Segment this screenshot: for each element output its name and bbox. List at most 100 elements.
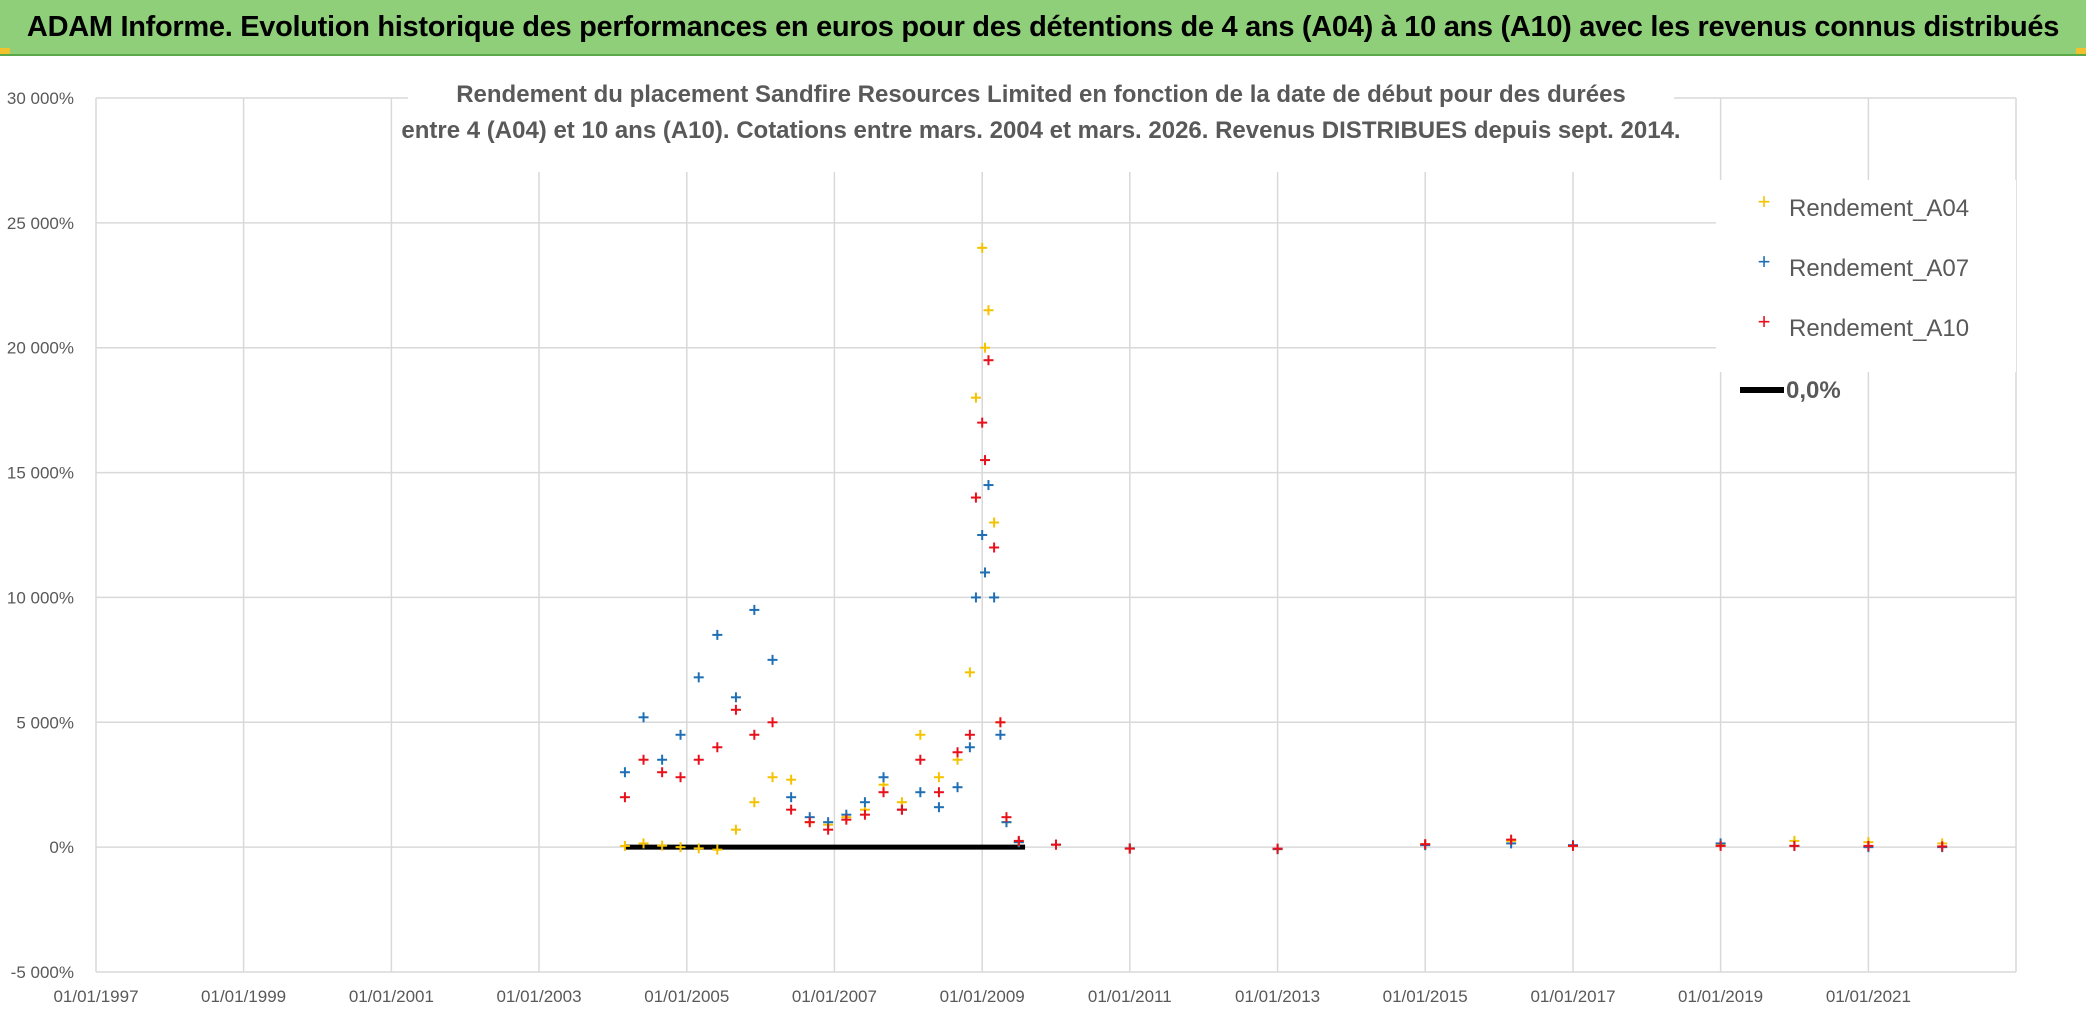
- data-point: [638, 712, 649, 723]
- y-tick-label: 0%: [49, 838, 74, 857]
- data-point: [977, 242, 988, 253]
- x-tick-label: 01/01/1997: [53, 987, 138, 1006]
- x-tick-label: 01/01/2003: [496, 987, 581, 1006]
- x-tick-label: 01/01/2019: [1678, 987, 1763, 1006]
- report-banner: ADAM Informe. Evolution historique des p…: [0, 0, 2086, 56]
- data-point: [896, 804, 907, 815]
- data-point: [786, 792, 797, 803]
- data-point: [859, 809, 870, 820]
- data-point: [915, 729, 926, 740]
- data-point: [767, 717, 778, 728]
- data-point: [712, 629, 723, 640]
- data-point: [989, 542, 1000, 553]
- x-tick-label: 01/01/2017: [1530, 987, 1615, 1006]
- legend-label-a07: Rendement_A07: [1789, 255, 1969, 282]
- data-point: [730, 692, 741, 703]
- data-point: [980, 342, 991, 353]
- x-tick-label: 01/01/2001: [349, 987, 434, 1006]
- data-point: [964, 667, 975, 678]
- chart-title-background: [408, 62, 1674, 172]
- data-point: [767, 654, 778, 665]
- data-point: [970, 592, 981, 603]
- data-point: [1715, 840, 1726, 851]
- data-point: [970, 492, 981, 503]
- data-point: [693, 672, 704, 683]
- y-gridlines: [96, 97, 2016, 973]
- data-point: [730, 824, 741, 835]
- data-point: [878, 787, 889, 798]
- data-point: [657, 754, 668, 765]
- data-point: [749, 797, 760, 808]
- x-tick-label: 01/01/1999: [201, 987, 286, 1006]
- x-tick-label: 01/01/2013: [1235, 987, 1320, 1006]
- data-point: [1420, 839, 1431, 850]
- data-point: [1568, 840, 1579, 851]
- y-tick-label: 20 000%: [7, 339, 74, 358]
- chart-title-line-2: entre 4 (A04) et 10 ans (A10). Cotations…: [401, 117, 1680, 144]
- data-point: [977, 417, 988, 428]
- y-tick-label: 5 000%: [16, 713, 74, 732]
- data-point: [1051, 839, 1061, 850]
- x-tick-label: 01/01/2015: [1383, 987, 1468, 1006]
- data-point: [983, 480, 994, 491]
- data-point: [712, 742, 723, 753]
- data-point: [675, 842, 686, 853]
- y-tick-label: 25 000%: [7, 214, 74, 233]
- data-point: [952, 747, 963, 758]
- data-point: [977, 530, 988, 540]
- y-tick-label: 15 000%: [7, 464, 74, 483]
- data-point: [878, 772, 889, 783]
- y-tick-labels: -5 000% 0% 5 000% 10 000% 15 000% 20 000% 25 0…: [7, 89, 74, 982]
- data-point: [619, 767, 630, 778]
- data-point: [983, 355, 994, 366]
- x-tick-label: 01/01/2009: [940, 987, 1025, 1006]
- legend-label-a10: Rendement_A10: [1789, 315, 1969, 342]
- legend-label-zero-line: 0,0%: [1786, 377, 1841, 404]
- data-point: [767, 772, 778, 783]
- data-point: [933, 802, 944, 813]
- data-point: [915, 787, 926, 798]
- legend-marker-a10: +: [1758, 309, 1771, 334]
- data-point: [995, 717, 1006, 728]
- data-point: [1789, 840, 1800, 851]
- data-point: [749, 729, 760, 740]
- legend: + Rendement_A04 + Rendement_A07 + Rendem…: [1716, 180, 2016, 404]
- data-point: [980, 567, 991, 578]
- data-point: [1937, 841, 1948, 852]
- x-tick-label: 01/01/2005: [644, 987, 729, 1006]
- data-point: [823, 824, 834, 835]
- data-point: [619, 840, 630, 851]
- data-point: [989, 592, 1000, 603]
- data-point: [859, 797, 870, 808]
- legend-marker-a04: +: [1758, 189, 1771, 214]
- data-point: [1001, 812, 1012, 823]
- x-tick-label: 01/01/2011: [1088, 987, 1172, 1006]
- data-point: [933, 772, 944, 783]
- scatter-chart: -5 000% 0% 5 000% 10 000% 15 000% 20 000% 25 0…: [7, 62, 2017, 1006]
- data-point: [970, 392, 981, 403]
- legend-marker-a07: +: [1758, 249, 1771, 274]
- data-point: [964, 729, 975, 740]
- data-point: [804, 817, 815, 828]
- data-point: [712, 844, 723, 855]
- data-point: [730, 704, 741, 715]
- data-point: [983, 305, 994, 316]
- series-rendement-a10: [619, 355, 1948, 854]
- data-point: [675, 729, 686, 740]
- data-point: [619, 792, 630, 803]
- chart-title-line-1: Rendement du placement Sandfire Resource…: [456, 81, 1626, 108]
- banner-corner-left: [0, 48, 10, 54]
- data-point: [786, 774, 797, 785]
- legend-background: [1716, 180, 2016, 372]
- data-point: [693, 754, 704, 765]
- data-point: [995, 729, 1006, 740]
- data-point: [638, 838, 649, 849]
- x-tick-labels: 01/01/1997 01/01/1999 01/01/2001 01/01/2003…: [53, 987, 1910, 1006]
- data-point: [964, 742, 975, 753]
- y-tick-label: 10 000%: [7, 588, 74, 607]
- data-point: [841, 814, 852, 825]
- data-point: [1272, 843, 1283, 854]
- x-tick-label: 01/01/2007: [792, 987, 877, 1006]
- banner-corner-right: [2076, 48, 2086, 54]
- data-point: [675, 772, 686, 783]
